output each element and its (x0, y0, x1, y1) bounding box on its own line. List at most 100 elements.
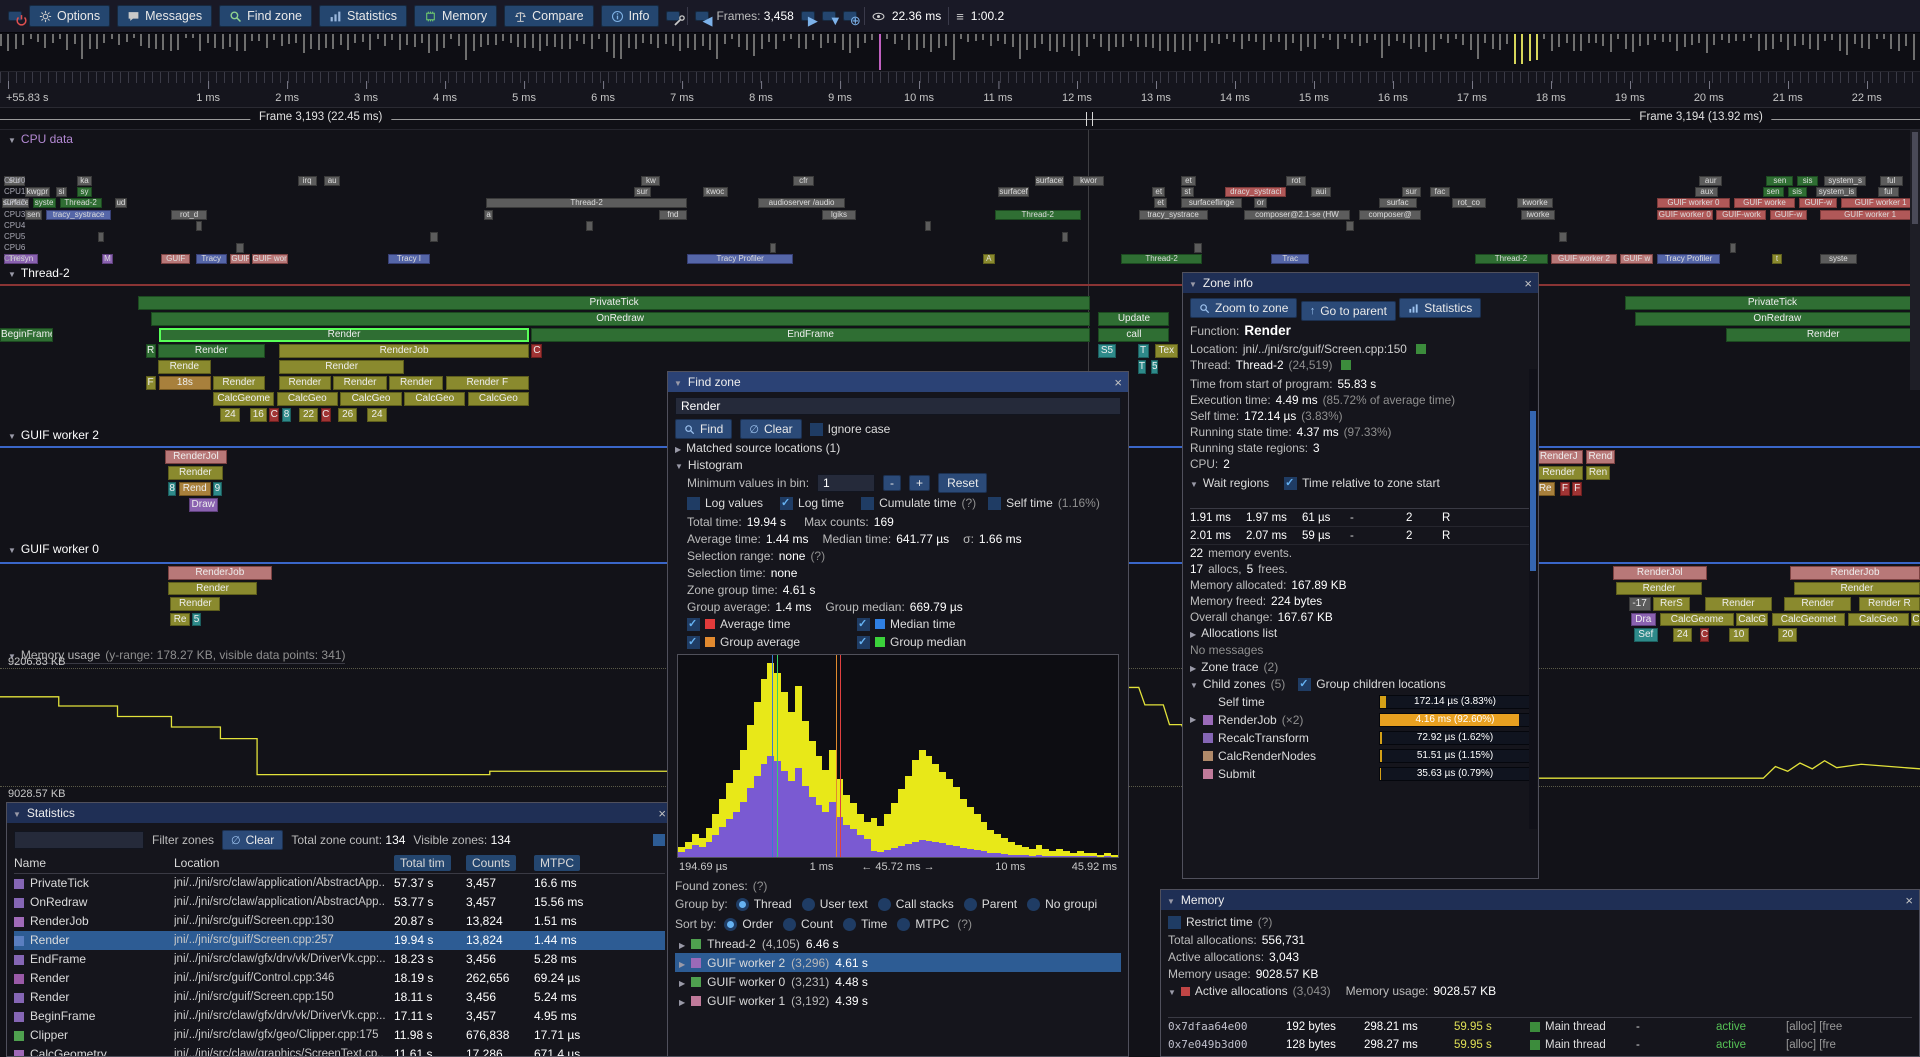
frame-bar[interactable] (1092, 34, 1095, 39)
timeline-zone[interactable]: Render (1704, 597, 1772, 611)
timeline-zone[interactable]: RenderJ (1534, 450, 1584, 464)
frame-bar[interactable] (753, 34, 756, 57)
frame-bar[interactable] (1720, 34, 1723, 41)
frame-bar[interactable] (1558, 34, 1561, 48)
frame-bar[interactable] (155, 34, 158, 50)
frame-bar[interactable] (738, 34, 741, 48)
histogram-bar[interactable] (863, 822, 871, 857)
timeline-zone[interactable]: -17 (1628, 597, 1651, 611)
frame-bar[interactable] (502, 34, 505, 42)
timeline-zone[interactable]: syste (32, 198, 56, 209)
timeline-zone[interactable]: 16 (249, 408, 267, 422)
histogram-bar[interactable] (1042, 849, 1050, 857)
histogram-bar[interactable] (1104, 853, 1112, 857)
frame-bar[interactable] (59, 34, 62, 40)
histogram-bar[interactable] (1063, 851, 1070, 857)
options-button[interactable]: Options (29, 5, 111, 27)
timeline-zone[interactable]: CalcGeo (467, 392, 529, 406)
frame-bar[interactable] (273, 34, 276, 41)
timeline-zone[interactable]: EndFrame (531, 328, 1090, 342)
timeline-zone[interactable]: 10 (1728, 628, 1749, 642)
frame-bar[interactable] (827, 34, 830, 44)
frame-bar[interactable] (590, 34, 593, 49)
timeline-zone[interactable]: GUIF worker 0 (1656, 198, 1730, 209)
histogram-bar[interactable] (829, 750, 837, 857)
frame-bar[interactable] (310, 34, 313, 49)
timeline-zone[interactable]: CalcGeo (276, 392, 338, 406)
timeline-zone[interactable]: irq (297, 176, 317, 186)
info-button[interactable]: Info (600, 5, 660, 27)
found-zone-group-row[interactable]: GUIF worker 0 (3,231) 4.48 s (675, 972, 1121, 991)
timeline-zone[interactable]: sis (1787, 187, 1807, 198)
frame-bar[interactable] (236, 34, 239, 51)
histogram-bar[interactable] (856, 814, 864, 857)
find-zone-window-titlebar[interactable]: Find zone × (668, 372, 1128, 392)
zone-statistics-button[interactable]: Statistics (1399, 298, 1482, 318)
frame-bar[interactable] (790, 34, 793, 40)
frame-bar[interactable] (1462, 34, 1465, 45)
frame-bar[interactable] (295, 34, 298, 43)
frame-bar[interactable] (1624, 34, 1627, 50)
frame-bar[interactable] (775, 34, 778, 50)
sort-by-radio[interactable]: MTPC (897, 917, 949, 931)
frame-bar[interactable] (103, 34, 106, 43)
timeline-zone[interactable]: kwgpr (24, 187, 50, 198)
frame-bar[interactable] (657, 34, 660, 49)
timeline-zone[interactable]: C (531, 344, 543, 358)
timeline-zone[interactable]: Tracy I (387, 254, 431, 265)
collapse-icon[interactable] (1167, 893, 1175, 907)
zone-info-scrollbar[interactable] (1529, 369, 1537, 829)
frame-bar[interactable] (945, 34, 948, 47)
frame-bar[interactable] (1122, 34, 1125, 48)
timeline-zone[interactable]: surface (1, 198, 29, 209)
timeline-zone[interactable]: R (145, 344, 156, 358)
found-zone-group-row[interactable]: GUIF worker 1 (3,192) 4.39 s (675, 991, 1121, 1010)
allocation-row[interactable]: 0x7dfaa64e00 192 bytes 298.21 ms 59.95 s… (1168, 1018, 1912, 1036)
time-relative-option[interactable]: Time relative to zone start (1284, 476, 1440, 490)
histogram-bar[interactable] (966, 806, 974, 857)
frame-bar[interactable] (1432, 34, 1435, 51)
timeline-zone[interactable]: surfacef (1034, 176, 1064, 186)
frame-bar[interactable] (1447, 34, 1450, 43)
histogram-bar[interactable] (767, 663, 775, 857)
timeline-zone[interactable]: 8 (167, 482, 177, 496)
timeline-zone[interactable]: surfac (1378, 198, 1417, 209)
main-scrollbar[interactable] (1910, 130, 1920, 390)
frame-bar[interactable] (908, 34, 911, 50)
frame-bar[interactable] (1388, 34, 1391, 47)
timeline-zone[interactable]: surfacefl (998, 187, 1030, 198)
timeline-zone[interactable]: fnd (658, 209, 688, 220)
frame-bar[interactable] (1248, 34, 1250, 41)
frame-bar[interactable] (1159, 34, 1162, 52)
frame-bar[interactable] (1654, 34, 1657, 41)
frame-bar[interactable] (812, 34, 815, 41)
frame-bar[interactable] (1676, 34, 1679, 52)
timeline-zone[interactable]: syste (1820, 254, 1857, 265)
frame-bar[interactable] (177, 34, 180, 50)
find-button[interactable]: Find (675, 419, 733, 439)
timeline-zone[interactable]: S5 (1098, 344, 1116, 358)
frame-bar[interactable] (768, 34, 770, 43)
frame-bar[interactable] (1277, 34, 1280, 42)
matched-source-locations[interactable]: Matched source locations (1) (686, 440, 841, 455)
histogram-bar[interactable] (946, 779, 953, 857)
timeline-zone[interactable]: CalcGeomet (1771, 612, 1846, 627)
timeline-zone[interactable]: composer@ (1359, 209, 1421, 220)
frame-bar[interactable] (1868, 34, 1871, 49)
frame-bar[interactable] (568, 34, 571, 50)
legend-item[interactable]: Median time (857, 615, 1027, 633)
timeline-zone[interactable] (1729, 243, 1736, 254)
timeline-zone[interactable]: composer@2.1-se (HW (1244, 209, 1350, 220)
timeline-zone[interactable]: tracy_systrace (46, 209, 112, 220)
collapse-icon[interactable] (1168, 984, 1176, 998)
frame-bar[interactable] (66, 34, 69, 50)
group-by-radio[interactable]: User text (801, 897, 868, 911)
statistics-table-row[interactable]: EndFrame jni/../jni/src/claw/gfx/drv/vk/… (14, 950, 665, 969)
frame-bar[interactable] (886, 34, 889, 40)
limit-range-checkbox[interactable] (653, 834, 665, 846)
frame-bar[interactable] (531, 34, 534, 48)
frame-bar[interactable] (22, 34, 25, 46)
timeline-zone[interactable] (430, 232, 438, 242)
frame-bar[interactable] (982, 34, 985, 41)
timeline-zone[interactable]: Render (167, 466, 223, 480)
